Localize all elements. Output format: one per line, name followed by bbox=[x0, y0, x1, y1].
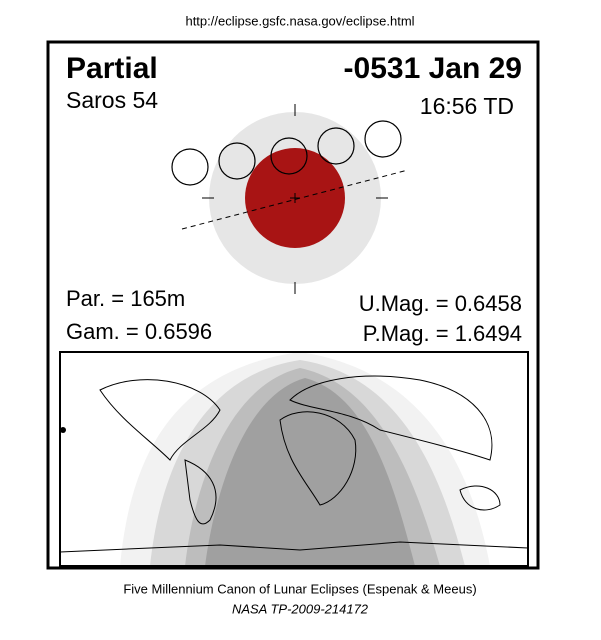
shadow-diagram bbox=[171, 104, 409, 294]
footer-reference: NASA TP-2009-214172 bbox=[232, 601, 369, 616]
gamma: Gam. = 0.6596 bbox=[66, 319, 212, 344]
continent bbox=[279, 411, 357, 506]
footer-title: Five Millennium Canon of Lunar Eclipses … bbox=[123, 581, 476, 596]
moon-position bbox=[60, 427, 66, 433]
umbral-zone bbox=[205, 378, 415, 566]
penumbral-magnitude: P.Mag. = 1.6494 bbox=[363, 321, 522, 346]
url: http://eclipse.gsfc.nasa.gov/eclipse.htm… bbox=[185, 13, 414, 28]
duration: Par. = 165m bbox=[66, 286, 185, 311]
umbral-magnitude: U.Mag. = 0.6458 bbox=[359, 291, 522, 316]
moon bbox=[364, 120, 402, 158]
antarctica bbox=[60, 541, 528, 553]
moon bbox=[317, 127, 355, 165]
moon bbox=[270, 137, 308, 175]
continent bbox=[99, 379, 221, 461]
moon bbox=[218, 142, 256, 180]
eclipse-date: -0531 Jan 29 bbox=[344, 52, 522, 85]
moon bbox=[171, 148, 209, 186]
visibility-map bbox=[59, 351, 529, 567]
eclipse-type: Partial bbox=[66, 52, 158, 85]
map-frame bbox=[59, 351, 529, 567]
saros: Saros 54 bbox=[66, 87, 158, 113]
continent bbox=[184, 459, 217, 525]
time: 16:56 TD bbox=[420, 93, 514, 119]
continent bbox=[289, 375, 493, 461]
moon-path bbox=[181, 169, 409, 230]
continent bbox=[459, 485, 501, 511]
